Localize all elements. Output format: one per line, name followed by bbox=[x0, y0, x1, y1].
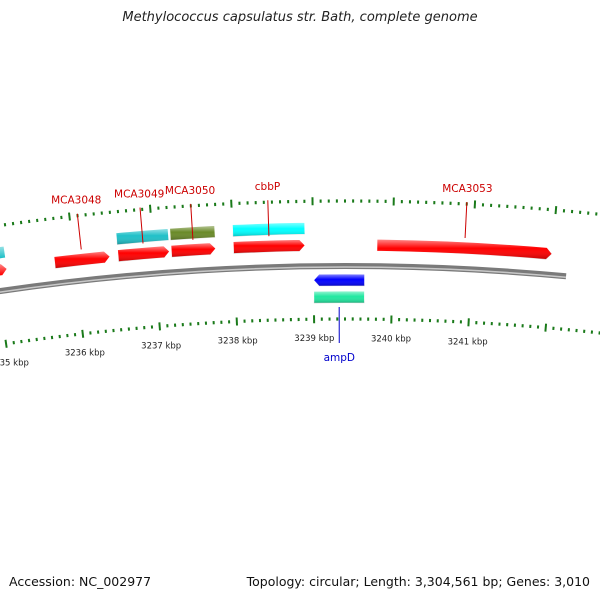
feature-cds-MCA3053[interactable] bbox=[376, 238, 553, 260]
inner-tick-mark bbox=[68, 212, 71, 221]
feature-label-cds-MCA3048[interactable]: MCA3048 bbox=[51, 195, 101, 207]
label-leader-cds-cbbP bbox=[267, 200, 270, 237]
map-title: Methylococcus capsulatus str. Bath, comp… bbox=[122, 10, 478, 25]
backbone-highlight bbox=[0, 266, 567, 293]
outer-tick-mark bbox=[81, 329, 85, 338]
feature-cds-MCA3050[interactable] bbox=[170, 242, 217, 258]
feature-cds-cbbP[interactable] bbox=[232, 239, 306, 255]
feature-cds-MCA3048[interactable] bbox=[53, 250, 111, 269]
backbone-ring bbox=[0, 263, 567, 295]
feature-cds-fbaA-2[interactable] bbox=[0, 263, 8, 289]
tick-label: 3238 kbp bbox=[218, 336, 258, 346]
accession-text: Accession: NC_002977 bbox=[9, 574, 152, 589]
outer-tick-mark bbox=[544, 323, 548, 332]
feature-label-cds-MCA3050[interactable]: MCA3050 bbox=[165, 185, 215, 197]
tick-label: 3241 kbp bbox=[448, 337, 488, 347]
label-leader-cds-MCA3048 bbox=[76, 213, 82, 250]
feature-label-cds-cbbP[interactable]: cbbP bbox=[255, 181, 280, 193]
label-leader-cds-MCA3050 bbox=[190, 203, 194, 240]
backbone-layer bbox=[0, 263, 567, 295]
label-leader-cds-MCA3049 bbox=[139, 207, 144, 244]
feature-cds-ampD[interactable] bbox=[313, 273, 366, 287]
tick-label: 3235 kbp bbox=[0, 359, 29, 369]
tick-label: 3237 kbp bbox=[141, 341, 181, 351]
features-layer bbox=[0, 221, 553, 304]
feature-label-cds-MCA3049[interactable]: MCA3049 bbox=[114, 189, 164, 201]
tick-label: 3236 kbp bbox=[65, 349, 105, 359]
ticks-layer: 3235 kbp 3236 kbp 3237 kbp 3238 kbp 3239 kbp… bbox=[0, 197, 600, 369]
inner-tick-mark bbox=[554, 206, 558, 215]
topology-summary: Topology: circular; Length: 3,304,561 bp… bbox=[246, 574, 590, 589]
outer-tick-mark bbox=[4, 339, 8, 348]
feature-cds-MCA3049[interactable] bbox=[117, 245, 171, 263]
tick-label: 3240 kbp bbox=[371, 334, 411, 344]
labels-layer: fbaA-2MCA3048MCA3049MCA3050cbbPampDMCA30… bbox=[51, 181, 492, 364]
label-leader-cds-MCA3053 bbox=[464, 202, 468, 239]
feature-fbaA-2[interactable] bbox=[0, 245, 7, 272]
feature-label-cds-MCA3053[interactable]: MCA3053 bbox=[442, 183, 492, 195]
feature-gene-ampD[interactable] bbox=[313, 290, 365, 304]
outer-tick-mark bbox=[158, 322, 161, 331]
tick-label: 3239 kbp bbox=[294, 334, 334, 344]
inner-tick-mark bbox=[148, 204, 152, 213]
feature-label-gene-ampD[interactable]: ampD bbox=[324, 352, 355, 364]
